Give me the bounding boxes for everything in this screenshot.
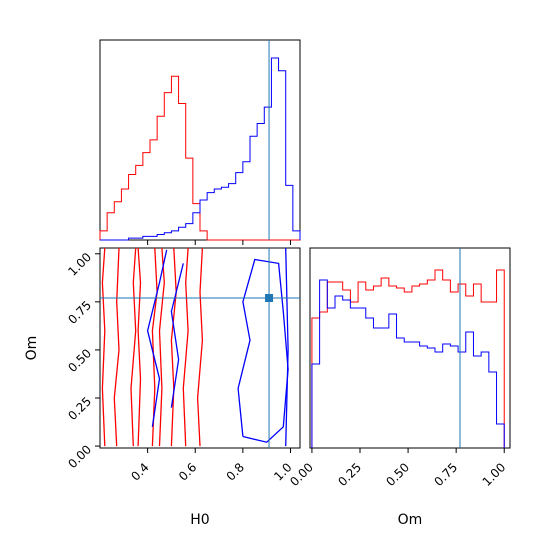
x-tick-label-h0: 0.4 <box>128 460 151 483</box>
y-tick-label-om: 0.50 <box>65 346 94 375</box>
contour-panel: 0.4 0.6 0.8 1.0 0.000.250.500.751.00 H0 Om <box>24 247 301 528</box>
hist-h0-red-series <box>99 75 300 241</box>
x-tick-label-om: 0.25 <box>335 460 364 489</box>
y-tick-label-om: 0.75 <box>65 298 94 327</box>
x-tick-label-om: 1.00 <box>480 460 509 489</box>
x-tick-label-om: 0.50 <box>383 460 412 489</box>
x-axis-label-h0: H0 <box>190 512 209 528</box>
contour-blue-2 <box>237 258 289 443</box>
hist-om-panel: 0.00 0.25 0.50 0.75 1.00 Om <box>287 247 511 528</box>
contour-blue-1 <box>170 263 184 408</box>
y-tick-label-om: 0.00 <box>65 442 94 471</box>
hist-om-frame <box>309 247 511 449</box>
contour-blue-3 <box>285 247 289 447</box>
hist-h0-blue-series <box>100 57 301 241</box>
contour-frame <box>99 247 301 449</box>
x-tick-label-om: 0.75 <box>431 460 460 489</box>
contour-red-7 <box>182 247 189 447</box>
contour-red-4 <box>151 247 158 447</box>
x-axis-label-om: Om <box>398 512 423 528</box>
hist-om-blue-series <box>311 279 505 448</box>
hist-h0-panel <box>99 39 301 245</box>
hist-om-red-series <box>311 269 505 448</box>
contour-red-8 <box>196 247 204 447</box>
truth-marker <box>265 294 274 302</box>
x-tick-label-om: 0.00 <box>287 460 316 489</box>
contour-red-5 <box>158 247 165 447</box>
y-tick-label-om: 1.00 <box>65 250 94 279</box>
y-tick-label-om: 0.25 <box>65 394 94 423</box>
x-tick-label-h0: 0.8 <box>224 460 247 483</box>
contour-red-6 <box>170 247 177 447</box>
contour-blue-0 <box>146 249 168 427</box>
contour-red-3 <box>137 247 142 447</box>
contour-red-0 <box>101 247 106 447</box>
contour-red-1 <box>113 247 120 447</box>
contour-red-2 <box>130 247 137 447</box>
x-tick-label-h0: 0.6 <box>176 460 199 483</box>
y-axis-label-om: Om <box>24 336 40 361</box>
